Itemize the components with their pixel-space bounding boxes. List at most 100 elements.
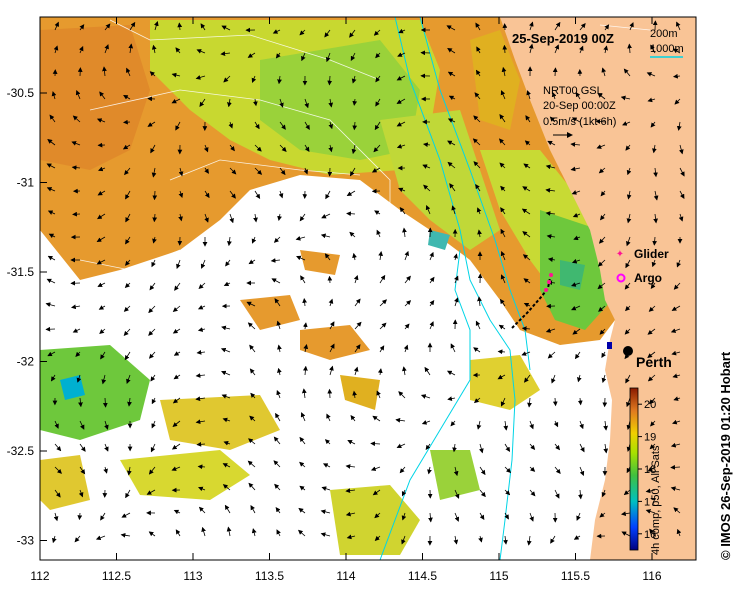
velocity-arrow <box>545 164 556 170</box>
velocity-arrow <box>670 328 681 333</box>
velocity-arrow <box>46 187 56 192</box>
velocity-arrow <box>300 412 306 422</box>
velocity-arrow <box>279 167 286 176</box>
velocity-source: NRT00 GSL <box>543 85 603 97</box>
velocity-arrow <box>497 349 506 355</box>
velocity-arrow <box>603 45 609 54</box>
velocity-arrow <box>525 115 531 123</box>
perth-marker <box>623 346 633 356</box>
velocity-arrow <box>71 141 81 146</box>
velocity-arrow <box>173 509 181 515</box>
velocity-arrow <box>579 22 586 31</box>
y-tick-label: -31.5 <box>7 265 35 279</box>
velocity-arrow <box>254 167 263 175</box>
velocity-arrow <box>102 66 107 77</box>
velocity-arrow <box>645 488 656 494</box>
velocity-arrow <box>679 167 685 177</box>
velocity-arrow <box>275 412 281 422</box>
velocity-arrow <box>203 144 209 153</box>
velocity-arrow <box>447 161 456 169</box>
velocity-arrow <box>151 44 157 54</box>
velocity-arrow <box>375 98 381 107</box>
velocity-scale: 0.5m/s (1kt 6h) <box>543 116 616 128</box>
velocity-arrow <box>647 97 656 103</box>
velocity-arrow <box>375 75 381 83</box>
velocity-arrow <box>103 466 108 474</box>
velocity-arrow <box>529 443 536 451</box>
velocity-arrow <box>126 466 132 476</box>
velocity-arrow <box>522 186 531 192</box>
velocity-arrow <box>53 45 59 54</box>
velocity-arrow <box>500 90 506 100</box>
velocity-arrow <box>647 374 656 382</box>
velocity-arrow <box>223 441 231 446</box>
velocity-arrow <box>647 328 656 335</box>
velocity-arrow <box>197 327 206 332</box>
velocity-arrow <box>304 98 309 109</box>
velocity-arrow <box>149 71 156 77</box>
velocity-arrow <box>576 374 582 383</box>
velocity-arrow <box>473 347 481 353</box>
velocity-arrow <box>250 505 256 514</box>
velocity-arrow <box>552 397 558 407</box>
velocity-arrow <box>472 138 481 146</box>
velocity-arrow <box>399 466 406 474</box>
velocity-arrow <box>571 258 581 264</box>
velocity-arrow <box>223 75 231 83</box>
velocity-arrow <box>577 397 583 406</box>
velocity-arrow <box>204 167 209 174</box>
velocity-arrow <box>101 374 107 385</box>
credit-text: © IMOS 26-Sep-2019 01:20 Hobart <box>718 351 733 560</box>
velocity-arrow <box>626 190 632 200</box>
velocity-arrow <box>645 509 656 514</box>
velocity-arrow <box>299 213 306 222</box>
velocity-arrow <box>222 484 231 491</box>
velocity-arrow <box>504 489 511 496</box>
velocity-arrow <box>151 259 156 268</box>
velocity-arrow <box>248 438 256 445</box>
velocity-arrow <box>397 52 406 57</box>
colorbar-ticks: 16 17 18 19 20 <box>638 399 656 541</box>
velocity-arrow <box>123 305 131 312</box>
velocity-arrow <box>229 190 236 199</box>
colorbar-tick-label: 17 <box>644 496 656 508</box>
velocity-arrow <box>199 98 206 107</box>
velocity-arrow <box>328 298 334 307</box>
velocity-arrow <box>529 420 534 430</box>
velocity-arrow <box>373 144 381 153</box>
velocity-arrow <box>671 305 681 311</box>
velocity-arrow <box>604 24 610 31</box>
velocity-arrow <box>300 275 306 284</box>
velocity-arrow <box>320 509 331 515</box>
velocity-arrow <box>674 98 681 105</box>
velocity-arrow <box>453 253 458 261</box>
velocity-arrow <box>246 301 256 307</box>
velocity-arrow <box>221 394 231 399</box>
velocity-arrow <box>303 365 308 376</box>
velocity-arrow <box>500 207 506 215</box>
velocity-arrow <box>351 144 357 155</box>
velocity-arrow <box>597 259 606 267</box>
velocity-arrow <box>229 213 234 224</box>
velocity-arrow <box>353 366 359 376</box>
velocity-arrow <box>452 443 457 453</box>
velocity-arrow <box>404 275 411 284</box>
velocity-arrow <box>195 396 206 402</box>
velocity-arrow <box>327 388 333 399</box>
velocity-arrow <box>72 115 81 123</box>
colorbar-label: 4h comp, p50, All Sats <box>650 445 662 555</box>
velocity-arrow <box>349 231 356 238</box>
velocity-arrow <box>347 440 356 445</box>
velocity-arrow <box>324 29 331 38</box>
argo-label: Argo <box>634 271 662 285</box>
velocity-arrow <box>50 374 56 382</box>
velocity-arrow <box>477 296 482 307</box>
velocity-arrow <box>523 278 531 284</box>
velocity-arrow <box>653 213 658 224</box>
velocity-arrow <box>474 92 481 100</box>
velocity-arrow <box>529 21 534 31</box>
velocity-arrow <box>124 259 131 266</box>
velocity-arrow <box>370 441 381 447</box>
velocity-arrow <box>249 368 256 376</box>
velocity-arrow <box>450 420 456 427</box>
